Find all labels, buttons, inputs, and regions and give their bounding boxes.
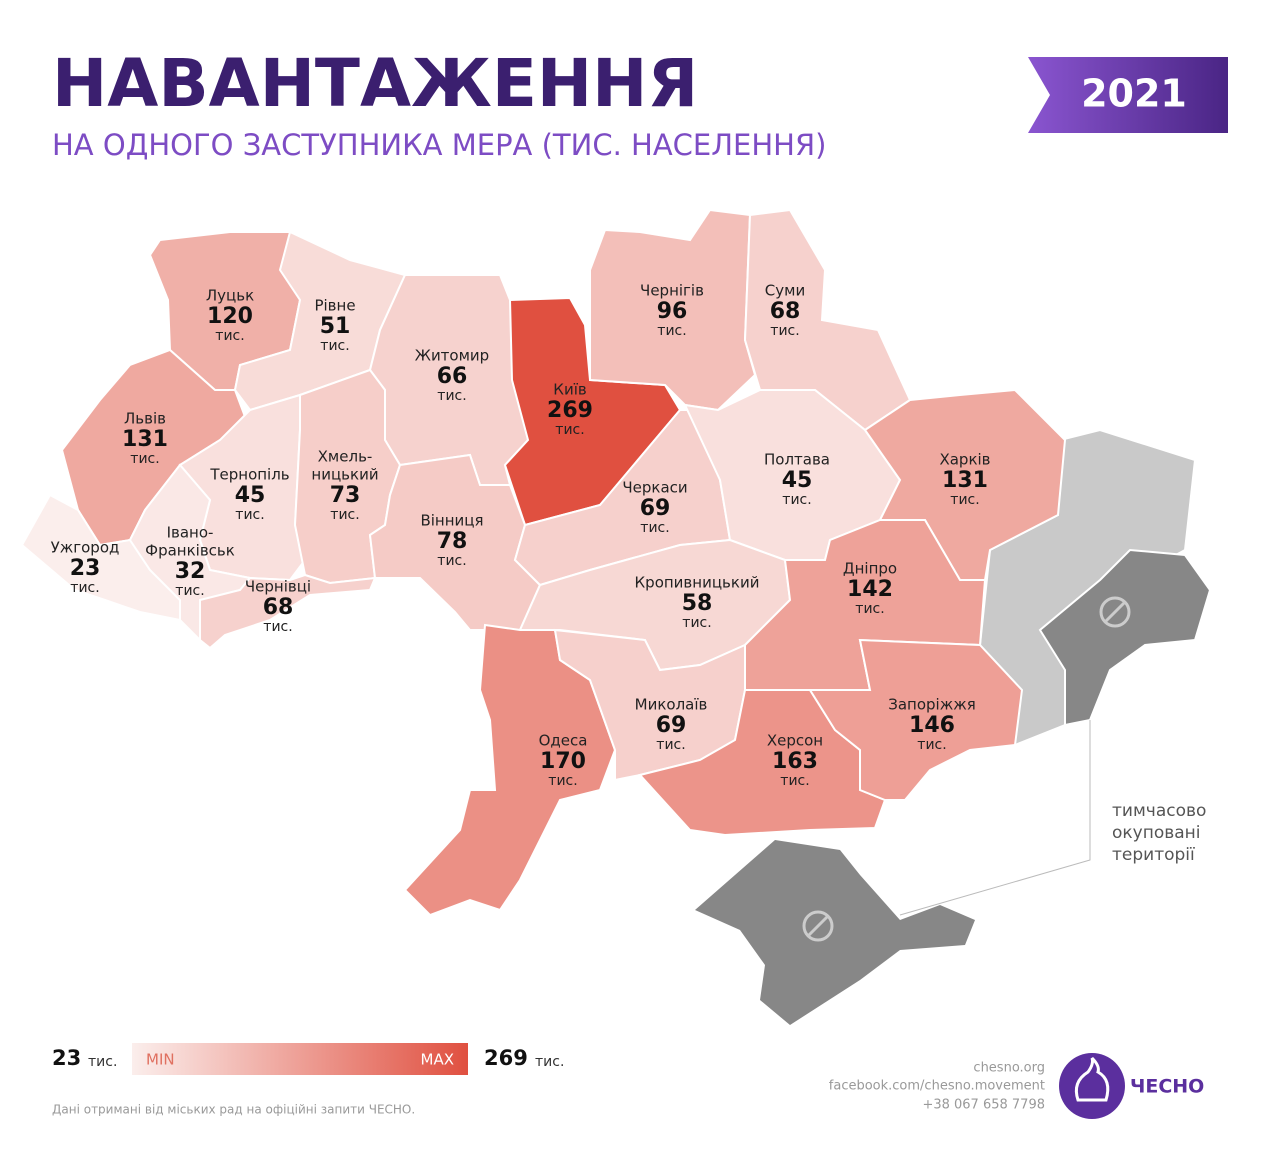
region-unit: тис. [855, 601, 884, 617]
logo-text: ЧЕСНО [1130, 1076, 1204, 1098]
legend-unit: тис. [88, 1054, 117, 1070]
region-name: Чернівці [245, 578, 311, 596]
region [589, 208, 757, 412]
region-value: 120 [207, 304, 253, 329]
legend-max-value: 269 [484, 1046, 528, 1070]
region-value: 58 [682, 591, 713, 616]
region-value: 269 [547, 398, 593, 423]
region-unit: тис. [320, 338, 349, 354]
region-unit: тис. [555, 422, 584, 438]
occupied-label: окуповані [1112, 823, 1201, 843]
region-unit: тис. [782, 492, 811, 508]
region-value: 68 [770, 299, 801, 324]
region-unit: тис. [770, 323, 799, 339]
contact: facebook.com/chesno.movement [829, 1079, 1045, 1094]
source-note: Дані отримані від міських рад на офіційн… [52, 1103, 415, 1117]
logo-mark [1059, 1053, 1125, 1119]
legend-bar [132, 1043, 468, 1075]
year: 2021 [1081, 72, 1187, 116]
region-unit: тис. [548, 773, 577, 789]
region-name: Житомир [415, 347, 489, 365]
region-value: 51 [320, 314, 351, 339]
region-name: Ужгород [51, 539, 120, 557]
region-name: Львів [124, 410, 166, 428]
region-name: Черкаси [622, 479, 687, 497]
occupied-area [695, 840, 975, 1025]
region-unit: тис. [263, 619, 292, 635]
region-unit: тис. [950, 492, 979, 508]
region-name: Кропивницький [635, 574, 760, 592]
leader-line [899, 720, 1091, 916]
region-name: Миколаїв [635, 696, 708, 714]
region-name: Харків [939, 451, 990, 469]
region-name: Чернігів [640, 282, 704, 300]
legend-min-value: 23 [52, 1046, 81, 1070]
region-unit: тис. [682, 615, 711, 631]
year-ribbon [1028, 57, 1228, 133]
region-unit: тис. [235, 507, 264, 523]
region-value: 131 [942, 468, 988, 493]
region-unit: тис. [657, 323, 686, 339]
region-value: 73 [330, 483, 361, 508]
region-value: 131 [122, 427, 168, 452]
region-value: 78 [437, 529, 468, 554]
region-value: 23 [70, 556, 101, 581]
region [199, 573, 377, 650]
legend-min-label: MIN [146, 1051, 175, 1069]
legend-unit: тис. [535, 1054, 564, 1070]
subtitle: НА ОДНОГО ЗАСТУПНИКА МЕРА (ТИС. НАСЕЛЕНН… [52, 128, 826, 162]
legend-max-label: MAX [421, 1051, 454, 1069]
occupied-label: тимчасово [1112, 801, 1206, 821]
region-unit: тис. [215, 328, 244, 344]
region-name: Херсон [767, 732, 823, 750]
region-unit: тис. [437, 388, 466, 404]
region-unit: тис. [780, 773, 809, 789]
region-name: Київ [553, 381, 586, 399]
region-name: Дніпро [843, 560, 897, 578]
region-value: 170 [540, 749, 586, 774]
occupied-label: території [1112, 845, 1195, 865]
region-name: Вінниця [420, 512, 483, 530]
region-unit: тис. [917, 737, 946, 753]
region-value: 45 [782, 468, 813, 493]
region-value: 66 [437, 364, 468, 389]
region-unit: тис. [640, 520, 669, 536]
region-value: 68 [263, 595, 294, 620]
logo-garlic [1074, 1056, 1110, 1102]
region-value: 69 [640, 496, 671, 521]
region-unit: тис. [656, 737, 685, 753]
region-name: ницький [311, 466, 378, 484]
region-value: 146 [909, 713, 955, 738]
region-name: Луцьк [206, 287, 254, 305]
region-name: Хмель- [318, 448, 373, 466]
region-name: Полтава [764, 451, 830, 469]
region-unit: тис. [330, 507, 359, 523]
region-name: Рівне [314, 297, 355, 315]
contact: chesno.org [973, 1061, 1045, 1076]
occupied-area [1038, 548, 1212, 727]
region-name: Тернопіль [209, 466, 289, 484]
region-value: 142 [847, 577, 893, 602]
region-value: 69 [656, 713, 687, 738]
region-value: 32 [175, 559, 206, 584]
region-unit: тис. [70, 580, 99, 596]
contact: +38 067 658 7798 [922, 1098, 1045, 1113]
title: НАВАНТАЖЕННЯ [52, 45, 698, 122]
region-name: Одеса [539, 732, 588, 750]
region-name: Франківськ [145, 542, 235, 560]
region-unit: тис. [437, 553, 466, 569]
region-value: 163 [772, 749, 818, 774]
region-name: Запоріжжя [888, 696, 976, 714]
region-value: 96 [657, 299, 688, 324]
region-name: Суми [765, 282, 805, 300]
map [20, 208, 1212, 1025]
region-value: 45 [235, 483, 266, 508]
region-unit: тис. [175, 583, 204, 599]
region-unit: тис. [130, 451, 159, 467]
region-name: Івано- [167, 524, 214, 542]
no-icon [802, 596, 1131, 942]
region [808, 638, 1024, 801]
